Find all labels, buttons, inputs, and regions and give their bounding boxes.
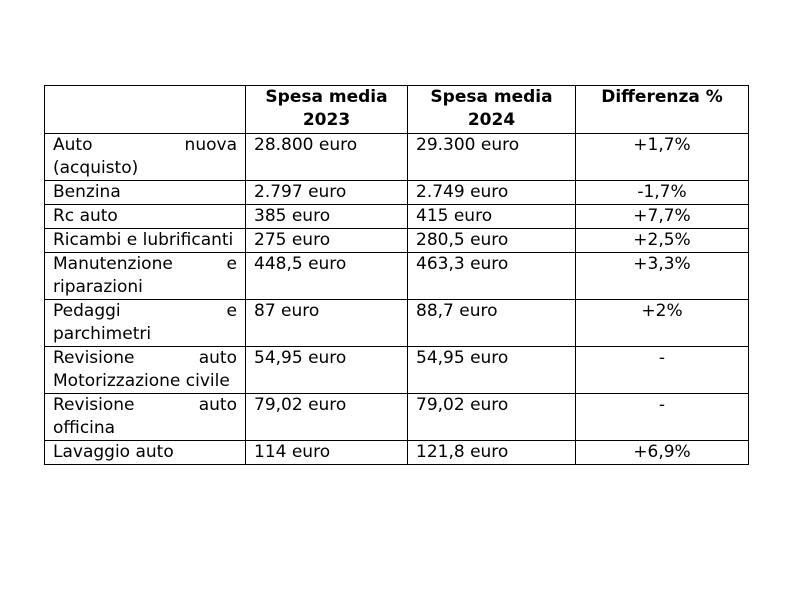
table-row: Lavaggio auto 114 euro 121,8 euro +6,9% — [44, 440, 749, 465]
table-row: Pedaggi e parchimetri 87 euro 88,7 euro +2% — [44, 299, 749, 347]
item-cell: Rc auto — [44, 204, 246, 229]
spend-2024-cell: 2.749 euro — [407, 180, 576, 205]
spend-2024-cell: 79,02 euro — [407, 393, 576, 441]
item-cell: Pedaggi e parchimetri — [44, 299, 246, 347]
spend-2023-cell: 275 euro — [245, 228, 408, 253]
table-row: Auto nuova (acquisto) 28.800 euro 29.300 e… — [44, 133, 749, 181]
difference-cell: +7,7% — [575, 204, 749, 229]
spend-2023-cell: 28.800 euro — [245, 133, 408, 181]
header-cell-empty — [44, 85, 246, 134]
table-row: Benzina 2.797 euro 2.749 euro -1,7% — [44, 180, 749, 205]
header-cell-2024: Spesa media 2024 — [407, 85, 576, 134]
spending-table: Spesa media 2023 Spesa media 2024 Differ… — [44, 85, 749, 465]
spend-2024-cell: 463,3 euro — [407, 252, 576, 300]
difference-cell: +1,7% — [575, 133, 749, 181]
table-row: Ricambi e lubrificanti 275 euro 280,5 euro… — [44, 228, 749, 253]
item-cell: Benzina — [44, 180, 246, 205]
item-cell: Auto nuova (acquisto) — [44, 133, 246, 181]
spend-2023-cell: 114 euro — [245, 440, 408, 465]
spend-2024-cell: 415 euro — [407, 204, 576, 229]
item-cell: Revisione auto Motorizzazione civile — [44, 346, 246, 394]
difference-cell: +3,3% — [575, 252, 749, 300]
spend-2024-cell: 280,5 euro — [407, 228, 576, 253]
table-row: Revisione auto officina 79,02 euro 79,02 e… — [44, 393, 749, 441]
table-row: Rc auto 385 euro 415 euro +7,7% — [44, 204, 749, 229]
spend-2024-cell: 29.300 euro — [407, 133, 576, 181]
spend-2023-cell: 54,95 euro — [245, 346, 408, 394]
spend-2023-cell: 87 euro — [245, 299, 408, 347]
difference-cell: - — [575, 346, 749, 394]
header-cell-2023: Spesa media 2023 — [245, 85, 408, 134]
spend-2023-cell: 2.797 euro — [245, 180, 408, 205]
header-row: Spesa media 2023 Spesa media 2024 Differ… — [44, 85, 749, 134]
table-row: Revisione auto Motorizzazione civile 54,9… — [44, 346, 749, 394]
item-cell: Lavaggio auto — [44, 440, 246, 465]
difference-cell: +2% — [575, 299, 749, 347]
spend-2023-cell: 79,02 euro — [245, 393, 408, 441]
difference-cell: - — [575, 393, 749, 441]
spend-2024-cell: 88,7 euro — [407, 299, 576, 347]
item-cell: Ricambi e lubrificanti — [44, 228, 246, 253]
table-header: Spesa media 2023 Spesa media 2024 Differ… — [44, 85, 749, 134]
item-cell: Revisione auto officina — [44, 393, 246, 441]
spend-2023-cell: 385 euro — [245, 204, 408, 229]
header-cell-difference: Differenza % — [575, 85, 749, 134]
difference-cell: -1,7% — [575, 180, 749, 205]
difference-cell: +2,5% — [575, 228, 749, 253]
spend-2023-cell: 448,5 euro — [245, 252, 408, 300]
table-body: Auto nuova (acquisto) 28.800 euro 29.300 e… — [44, 133, 749, 465]
spend-2024-cell: 54,95 euro — [407, 346, 576, 394]
item-cell: Manutenzione e riparazioni — [44, 252, 246, 300]
difference-cell: +6,9% — [575, 440, 749, 465]
spend-2024-cell: 121,8 euro — [407, 440, 576, 465]
table-row: Manutenzione e riparazioni 448,5 euro 463,… — [44, 252, 749, 300]
